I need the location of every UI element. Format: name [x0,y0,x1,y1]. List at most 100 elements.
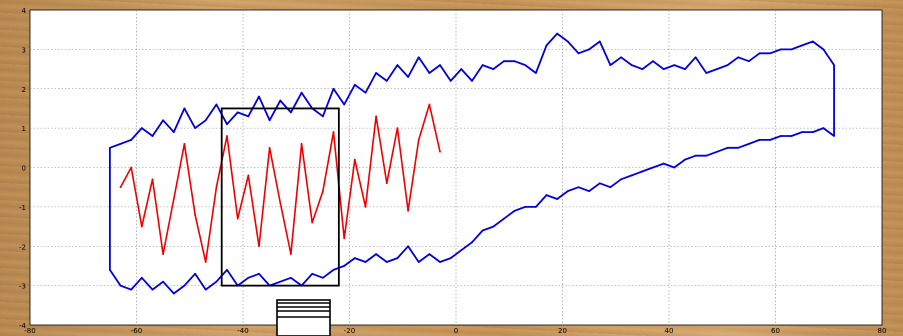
series-0-point [620,56,622,59]
series-2-point [215,186,218,189]
series-2-point [183,142,186,145]
series-0-point [140,127,143,130]
series-1-point [130,288,133,291]
series-1-point [524,205,527,208]
series-1-point [566,190,569,193]
series-1-point [290,276,292,279]
series-0-point [705,72,708,74]
x-tick-label: 80 [878,327,887,335]
x-tick-label: 0 [454,327,458,335]
series-2-point [428,103,431,106]
series-1-point [641,170,644,173]
series-1-point [673,166,676,169]
series-2-point [130,166,133,169]
series-0-point [130,139,133,141]
series-1-point [279,280,282,283]
series-0-point [556,32,559,35]
series-1-point [417,261,420,263]
series-0-point [449,79,452,82]
series-1-point [215,280,218,283]
series-1-point [258,272,260,275]
x-tick-label: -40 [237,327,248,335]
highlight-rectangle [220,107,340,287]
series-1-point [353,257,356,259]
series-2-point [396,127,399,130]
series-0-point [822,48,825,51]
series-1-point [428,253,431,256]
series-1-point [407,245,409,248]
series-1-point [822,127,825,130]
series-0-point [247,115,250,118]
y-tick-label: 0 [22,165,26,173]
x-tick-label: -20 [344,327,355,335]
series-1-point [481,229,484,232]
series-1-point [726,146,729,149]
series-2-point [332,131,335,133]
series-1-point [140,276,143,279]
series-1-point [194,272,196,275]
series-2-point [236,217,239,220]
series-0-point [747,60,750,63]
series-1-point [652,166,654,169]
series-0-point [364,91,367,94]
series-0-point [215,103,218,106]
y-tick-label: -4 [19,322,27,330]
series-0-point [162,119,165,122]
series-1-point [662,162,665,165]
series-1-point [758,139,761,141]
series-0-point [694,56,697,59]
series-0-point [790,48,793,51]
series-1-point [790,135,793,137]
series-0-point [172,131,175,133]
series-1-point [385,261,388,263]
series-2-point [247,174,250,177]
series-0-point [673,64,676,67]
series-0-point [204,119,207,122]
series-0-point [407,76,409,78]
series-1-point [737,146,740,149]
series-0-point [258,95,260,98]
series-0-point [151,135,154,137]
series-0-point [513,60,516,63]
x-tick-label: 20 [558,327,567,335]
y-tick-label: -1 [19,204,26,212]
series-1-point [684,158,686,161]
series-1-point [492,225,495,228]
series-1-point [747,142,750,145]
series-0-point [524,64,527,67]
series-0-point [385,79,388,82]
series-0-point [279,99,282,102]
series-1-point [460,249,463,252]
series-0-point [684,68,686,70]
series-1-point [343,265,346,267]
y-tick-label: 4 [22,7,27,15]
series-0-point [811,40,814,43]
series-0-point [375,72,378,74]
series-1-point [247,276,250,279]
series-1-point [375,253,378,256]
series-0-point [630,64,633,67]
series-1-point [705,154,708,157]
series-1-point [162,280,165,283]
series-1-point [396,257,399,259]
series-0-point [183,107,186,110]
series-1-point [151,288,154,291]
series-0-point [716,68,718,70]
series-2-point [321,190,324,193]
y-tick-label: -2 [19,243,26,251]
series-2-point [290,253,292,256]
series-1-point [311,272,314,275]
x-tick-label: -60 [131,327,142,335]
series-0-point [534,72,537,74]
series-0-point [737,56,740,59]
series-1-point [545,194,548,196]
series-1-point [620,178,622,181]
series-0-point [769,52,772,55]
series-2-point [194,213,196,216]
series-0-point [726,64,729,67]
series-0-point [779,48,782,51]
x-tick-label: 40 [665,327,674,335]
series-1-point [119,284,122,287]
series-1-point [332,268,335,271]
